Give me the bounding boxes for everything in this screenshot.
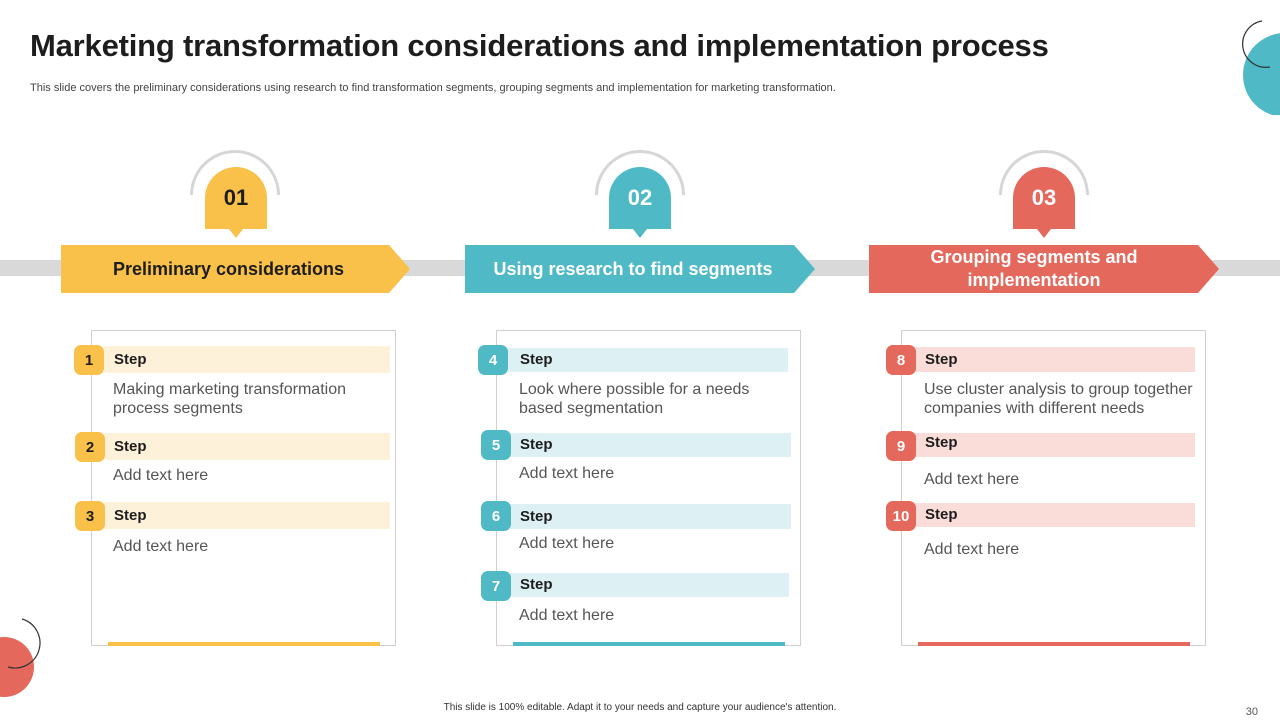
step-text: Add text here (924, 471, 1020, 488)
page-subtitle: This slide covers the preliminary consid… (30, 82, 836, 94)
step-text: Look where possible for a needs based se… (519, 381, 750, 417)
step-number: 2 (75, 432, 105, 462)
step-text: Add text here (113, 467, 209, 484)
step-number: 3 (75, 501, 105, 531)
step-bar (510, 433, 791, 457)
step-label: Step (925, 434, 958, 451)
phase-banner: Grouping segments and implementation (869, 245, 1219, 293)
step-text: Add text here (519, 535, 615, 552)
step-label: Step (114, 507, 147, 524)
card-accent-bar (513, 642, 785, 646)
step-text: Add text here (519, 607, 615, 624)
step-text: Use cluster analysis to group together c… (924, 381, 1193, 417)
phase-card (91, 330, 396, 646)
phase-banner: Preliminary considerations (61, 245, 410, 293)
step-number: 4 (478, 345, 508, 375)
step-text: Add text here (924, 541, 1020, 558)
page-title: Marketing transformation considerations … (30, 28, 1049, 63)
step-text: Making marketing transformation process … (113, 381, 346, 417)
footer-note: This slide is 100% editable. Adapt it to… (443, 702, 837, 713)
phase-number-badge: 01 (205, 167, 267, 229)
step-label: Step (520, 351, 553, 368)
step-bar (104, 346, 390, 373)
step-label: Step (114, 438, 147, 455)
step-bar (510, 573, 789, 597)
step-text: Add text here (113, 538, 209, 555)
card-accent-bar (108, 642, 380, 646)
step-number: 1 (74, 345, 104, 375)
page-number: 30 (1245, 706, 1258, 718)
badge-pointer (1037, 229, 1051, 238)
phase-number-badge: 03 (1013, 167, 1075, 229)
step-number: 6 (481, 501, 511, 531)
step-label: Step (520, 508, 553, 525)
step-number: 10 (886, 501, 916, 531)
step-bar (104, 433, 390, 460)
badge-pointer (633, 229, 647, 238)
phase-card (496, 330, 801, 646)
step-bar (104, 502, 390, 529)
step-bar (508, 348, 788, 372)
step-bar (914, 347, 1195, 372)
step-label: Step (520, 436, 553, 453)
corner-decoration-bottom-left (0, 618, 41, 697)
step-number: 5 (481, 430, 511, 460)
step-label: Step (925, 506, 958, 523)
phase-number-badge: 02 (609, 167, 671, 229)
badge-pointer (229, 229, 243, 238)
step-number: 7 (481, 571, 511, 601)
step-label: Step (114, 351, 147, 368)
step-number: 8 (886, 345, 916, 375)
step-label: Step (925, 351, 958, 368)
phase-banner: Using research to find segments (465, 245, 815, 293)
phase-card (901, 330, 1206, 646)
step-text: Add text here (519, 465, 615, 482)
step-label: Step (520, 576, 553, 593)
step-bar (914, 503, 1195, 527)
step-bar (914, 433, 1195, 457)
corner-decoration-top-right (1242, 20, 1280, 115)
step-number: 9 (886, 431, 916, 461)
step-bar (510, 504, 791, 529)
card-accent-bar (918, 642, 1190, 646)
